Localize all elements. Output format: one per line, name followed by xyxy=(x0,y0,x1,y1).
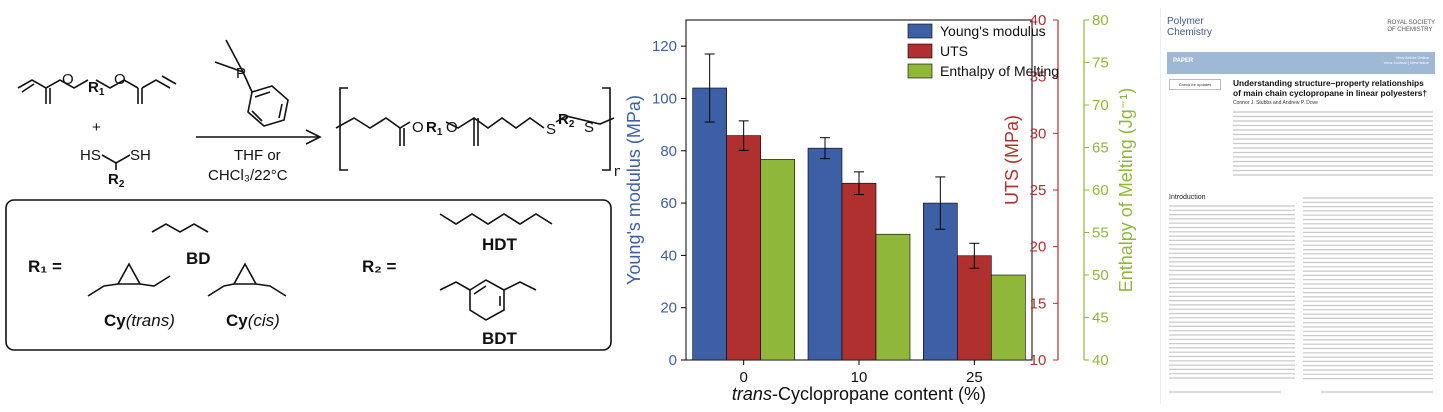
plus-sign: + xyxy=(92,119,101,136)
enthalpy-tick-label: 80 xyxy=(1092,12,1109,29)
left-tick-label: 0 xyxy=(669,352,677,369)
bar-enthalpy-of-melting xyxy=(875,233,911,361)
legend-swatch xyxy=(907,43,933,59)
bar-chart: 0204060801001201015202530354040455055606… xyxy=(624,12,1136,404)
polymer-o2: O xyxy=(446,119,458,136)
publisher-logo: ROYAL SOCIETY OF CHEMISTRY xyxy=(1387,20,1435,34)
conditions-line1: THF or xyxy=(234,147,281,164)
thiol-right: SH xyxy=(130,147,151,164)
section-bar: PAPER View Article Online View Journal | … xyxy=(1167,52,1435,74)
uts-tick-label: 25 xyxy=(1030,182,1047,199)
r2-label: R2 xyxy=(108,171,125,190)
check-for-updates-button[interactable]: Check for updates xyxy=(1169,79,1221,90)
oxygen-label: O xyxy=(62,71,74,88)
journal-line1: Polymer xyxy=(1167,16,1204,27)
reaction-scheme: O R1 O P + HS SH R2 THF or CHCl₃/22°C R1… xyxy=(5,39,620,351)
enthalpy-tick-label: 70 xyxy=(1092,97,1109,114)
legend-label: Young's modulus xyxy=(940,23,1046,39)
hdt-label: HDT xyxy=(482,235,518,254)
enthalpy-tick-label: 65 xyxy=(1092,140,1109,157)
r2-equals: R₂ = xyxy=(362,257,397,276)
text-placeholder-lines xyxy=(1169,111,1433,393)
cy-cis-label: Cy(cis) xyxy=(226,311,280,330)
x-axis-label: trans-Cyclopropane content (%) xyxy=(732,384,986,404)
polymer-r1: R1 xyxy=(426,119,443,138)
journal-name: Polymer Chemistry xyxy=(1167,16,1212,38)
article-authors: Connor J. Stubbs and Andrew P. Dove xyxy=(1233,100,1318,106)
legend-label: UTS xyxy=(940,43,968,59)
x-tick-label: 25 xyxy=(966,369,983,386)
phosphorus-label: P xyxy=(236,65,246,82)
publisher-line1: ROYAL SOCIETY xyxy=(1387,20,1435,26)
enthalpy-tick-label: 75 xyxy=(1092,55,1109,72)
uts-tick-label: 40 xyxy=(1030,12,1047,29)
cy-trans-label: Cy(trans) xyxy=(104,311,175,330)
polymer-o1: O xyxy=(412,119,424,136)
view-links[interactable]: View Article Online View Journal | View I… xyxy=(1384,55,1429,65)
uts-tick-label: 35 xyxy=(1030,69,1047,86)
article-title: Understanding structure–property relatio… xyxy=(1233,78,1428,98)
journal-line2: Chemistry xyxy=(1167,27,1213,38)
x-tick-label: 10 xyxy=(851,369,868,386)
bar-uts xyxy=(726,135,761,361)
polymer-s1: S xyxy=(546,121,556,138)
bar-young-s-modulus xyxy=(807,147,843,361)
uts-tick-label: 15 xyxy=(1030,295,1047,312)
left-tick-label: 20 xyxy=(660,300,677,317)
bdt-label: BDT xyxy=(482,329,518,348)
enthalpy-tick-label: 60 xyxy=(1092,182,1109,199)
bar-young-s-modulus xyxy=(692,87,727,361)
polymer-r2: R2 xyxy=(558,111,575,130)
repeat-n: n xyxy=(614,163,620,180)
x-tick-label: 0 xyxy=(739,369,747,386)
uts-tick-label: 30 xyxy=(1030,125,1047,142)
legend-label: Enthalpy of Melting xyxy=(940,63,1059,79)
left-tick-label: 80 xyxy=(660,143,677,160)
enthalpy-tick-label: 50 xyxy=(1092,267,1109,284)
r1-equals: R₁ = xyxy=(28,257,62,276)
enthalpy-tick-label: 40 xyxy=(1092,352,1109,369)
polymer-s2: S xyxy=(584,119,594,136)
publisher-line2: OF CHEMISTRY xyxy=(1387,27,1433,33)
uts-tick-label: 20 xyxy=(1030,239,1047,256)
uts-tick-label: 10 xyxy=(1030,352,1047,369)
enthalpy-axis-label: Enthalpy of Melting (Jg⁻¹) xyxy=(1116,88,1136,293)
enthalpy-tick-label: 45 xyxy=(1092,310,1109,327)
legend-swatch xyxy=(907,63,933,79)
bar-uts xyxy=(841,182,877,361)
article-thumbnail: Polymer Chemistry ROYAL SOCIETY OF CHEMI… xyxy=(1160,8,1439,404)
thiol-left: HS xyxy=(80,147,101,164)
conditions-line2: CHCl₃/22°C xyxy=(208,167,288,184)
left-axis-label: Young's modulus (MPa) xyxy=(624,95,644,285)
left-tick-label: 60 xyxy=(660,195,677,212)
legend-swatch xyxy=(907,23,933,39)
enthalpy-tick-label: 55 xyxy=(1092,225,1109,242)
bar-enthalpy-of-melting xyxy=(760,159,795,361)
r1-label: R1 xyxy=(88,79,105,98)
left-tick-label: 120 xyxy=(652,38,677,55)
left-tick-label: 40 xyxy=(660,247,677,264)
uts-axis-label: UTS (MPa) xyxy=(1002,115,1022,205)
bd-label: BD xyxy=(186,249,211,268)
bar-enthalpy-of-melting xyxy=(991,274,1026,361)
oxygen-label-2: O xyxy=(114,71,126,88)
view-online-link[interactable]: View Article Online xyxy=(1395,55,1429,60)
view-journal-link[interactable]: View Journal | View Issue xyxy=(1383,60,1429,65)
intro-heading: Introduction xyxy=(1169,194,1206,201)
left-tick-label: 100 xyxy=(652,90,677,107)
bar-uts xyxy=(957,255,992,361)
section-label: PAPER xyxy=(1173,58,1194,64)
